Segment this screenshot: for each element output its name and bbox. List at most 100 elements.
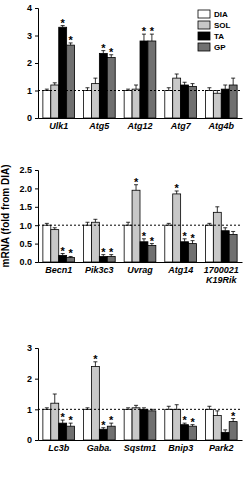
bar [205,409,213,440]
bar [67,45,75,118]
x-tick: Gaba. [87,440,112,453]
bar [165,409,173,440]
bar [84,91,92,119]
x-tick-label: Atg5 [88,121,110,131]
y-tick: 2 [27,374,38,384]
bar [59,27,67,118]
x-tick: Becn1 [45,262,72,275]
bar [84,225,92,262]
y-tick: 1 [27,405,38,415]
significance-mark: * [68,34,73,46]
bar [140,242,148,262]
bar [189,86,197,118]
bar [213,212,221,262]
bar [173,78,181,118]
x-tick: Ulk1 [49,118,68,131]
significance-mark: * [93,353,98,365]
significance-mark: * [61,245,66,257]
bar [140,41,148,118]
error-bar [223,430,227,432]
y-tick-label: 1 [27,86,32,96]
y-tick-label: 1.0 [19,221,32,231]
x-tick: Pik3c3 [85,262,114,275]
y-axis-line [35,171,39,263]
y-tick-mark [35,440,38,441]
y-tick-mark [35,118,38,119]
error-bar [215,411,219,416]
y-tick: 3 [27,31,38,41]
bar [213,415,221,440]
significance-mark: * [68,247,73,259]
error-bar [134,85,138,89]
bar [43,225,51,262]
y-tick-mark [35,8,38,9]
y-axis-line [35,349,39,441]
significance-mark: * [142,230,147,242]
error-bar [53,83,57,85]
legend-label: SOL [214,21,231,30]
bar [132,408,140,440]
significance-mark: * [182,230,187,242]
y-tick-label: 3 [27,343,32,353]
x-tick-label: Atg12 [126,121,152,131]
x-axis-line [39,262,243,263]
significance-mark: * [231,410,236,422]
significance-mark: * [61,17,66,29]
bar [221,231,229,262]
y-tick: 0 [27,435,38,445]
error-bar [175,74,179,78]
bar [205,225,213,262]
bar [148,411,156,440]
x-tick-label: Atg4b [208,121,235,131]
y-tick-label: 4 [27,3,32,13]
significance-mark: * [68,414,73,426]
y-axis: 0 1 2 3 [27,343,39,445]
y-axis-line [35,9,39,119]
y-tick: 0.0 [19,257,38,267]
bar [59,423,67,440]
significance-mark: * [134,176,139,188]
y-tick-label: 1.5 [19,202,32,212]
y-tick-label: 2 [27,58,32,68]
bar [51,85,59,118]
significance-mark: * [109,46,114,58]
y-tick-mark [35,170,38,171]
y-tick-mark [35,207,38,208]
bar [107,426,115,440]
x-tick: Atg5 [88,118,110,131]
reference-line [38,225,242,226]
error-bar [134,405,138,407]
significance-mark: * [142,25,147,37]
legend-label: DIA [214,10,228,19]
reference-line [38,409,242,410]
bar [67,426,75,440]
y-tick-label: 2 [27,374,32,384]
bar [165,91,173,119]
error-bar [93,78,97,84]
x-tick-label: Gaba. [87,443,112,453]
y-tick-label: 0.5 [19,239,32,249]
y-axis-title: mRNA (fold from DIA) [0,165,11,268]
x-tick-label: Sqstm1 [124,443,157,453]
x-tick-label: Becn1 [45,265,72,275]
x-tick: Bnip3 [168,440,193,453]
x-tick-label: Atg14 [167,265,193,275]
significance-mark: * [175,182,180,194]
y-axis: 01234 [27,3,39,123]
x-axis-line [39,440,243,441]
y-tick-label: 0 [27,435,32,445]
bar [91,366,99,440]
error-bar [53,394,57,403]
bar [181,425,189,440]
significance-mark: * [190,416,195,428]
significance-mark: * [101,419,106,431]
bar [99,53,107,118]
bar [173,409,181,440]
y-tick: 3 [27,343,38,353]
error-bar [231,78,235,85]
bar [124,91,132,119]
bar [148,245,156,262]
y-tick: 4 [27,3,38,13]
y-tick: 2.5 [19,165,38,175]
significance-mark: * [101,42,106,54]
